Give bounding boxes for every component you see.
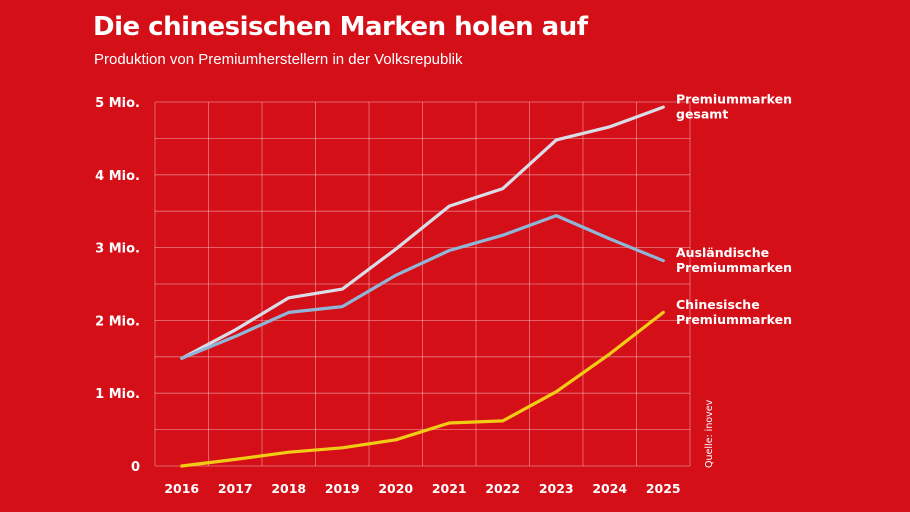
x-axis: 2016 2017 2018 2019 2020 2021 2022 2023 2024 2025 bbox=[164, 481, 680, 496]
series-label-gesamt: Premiummarken gesamt bbox=[676, 92, 792, 122]
x-tick-label: 2021 bbox=[432, 481, 467, 496]
x-tick-label: 2019 bbox=[325, 481, 360, 496]
x-tick-label: 2024 bbox=[592, 481, 627, 496]
gridlines bbox=[154, 101, 691, 467]
y-tick-label: 4 Mio. bbox=[95, 169, 140, 184]
series-label-line: Premiummarken bbox=[676, 92, 792, 107]
series-label-line: Ausländische bbox=[676, 245, 769, 260]
series-line-chinesisch bbox=[180, 310, 665, 468]
series-label-auslaendisch: Ausländische Premiummarken bbox=[676, 245, 792, 275]
y-tick-label: 5 Mio. bbox=[95, 96, 140, 111]
y-tick-label: 2 Mio. bbox=[95, 314, 140, 329]
y-tick-label: 1 Mio. bbox=[95, 387, 140, 402]
chart-subtitle: Produktion von Premiumherstellern in der… bbox=[94, 51, 463, 68]
series-label-line: Premiummarken bbox=[676, 312, 792, 327]
series-lines bbox=[180, 105, 665, 468]
series-label-line: gesamt bbox=[676, 107, 728, 122]
x-tick-label: 2016 bbox=[164, 481, 199, 496]
source-note: Quelle: inovev bbox=[704, 399, 715, 468]
x-tick-label: 2025 bbox=[646, 481, 681, 496]
x-tick-label: 2018 bbox=[271, 481, 306, 496]
series-line-gesamt bbox=[180, 105, 665, 360]
series-label-chinesisch: Chinesische Premiummarken bbox=[676, 297, 792, 327]
x-tick-label: 2023 bbox=[539, 481, 574, 496]
x-tick-label: 2022 bbox=[485, 481, 520, 496]
series-label-line: Premiummarken bbox=[676, 260, 792, 275]
y-tick-label: 3 Mio. bbox=[95, 242, 140, 257]
chart-title: Die chinesischen Marken holen auf bbox=[93, 12, 588, 42]
y-tick-label: 0 bbox=[131, 460, 140, 475]
series-line-auslaendisch bbox=[180, 214, 665, 360]
x-tick-label: 2017 bbox=[218, 481, 253, 496]
y-axis: 0 1 Mio. 2 Mio. 3 Mio. 4 Mio. 5 Mio. bbox=[95, 96, 140, 475]
x-tick-label: 2020 bbox=[378, 481, 413, 496]
series-label-line: Chinesische bbox=[676, 297, 760, 312]
